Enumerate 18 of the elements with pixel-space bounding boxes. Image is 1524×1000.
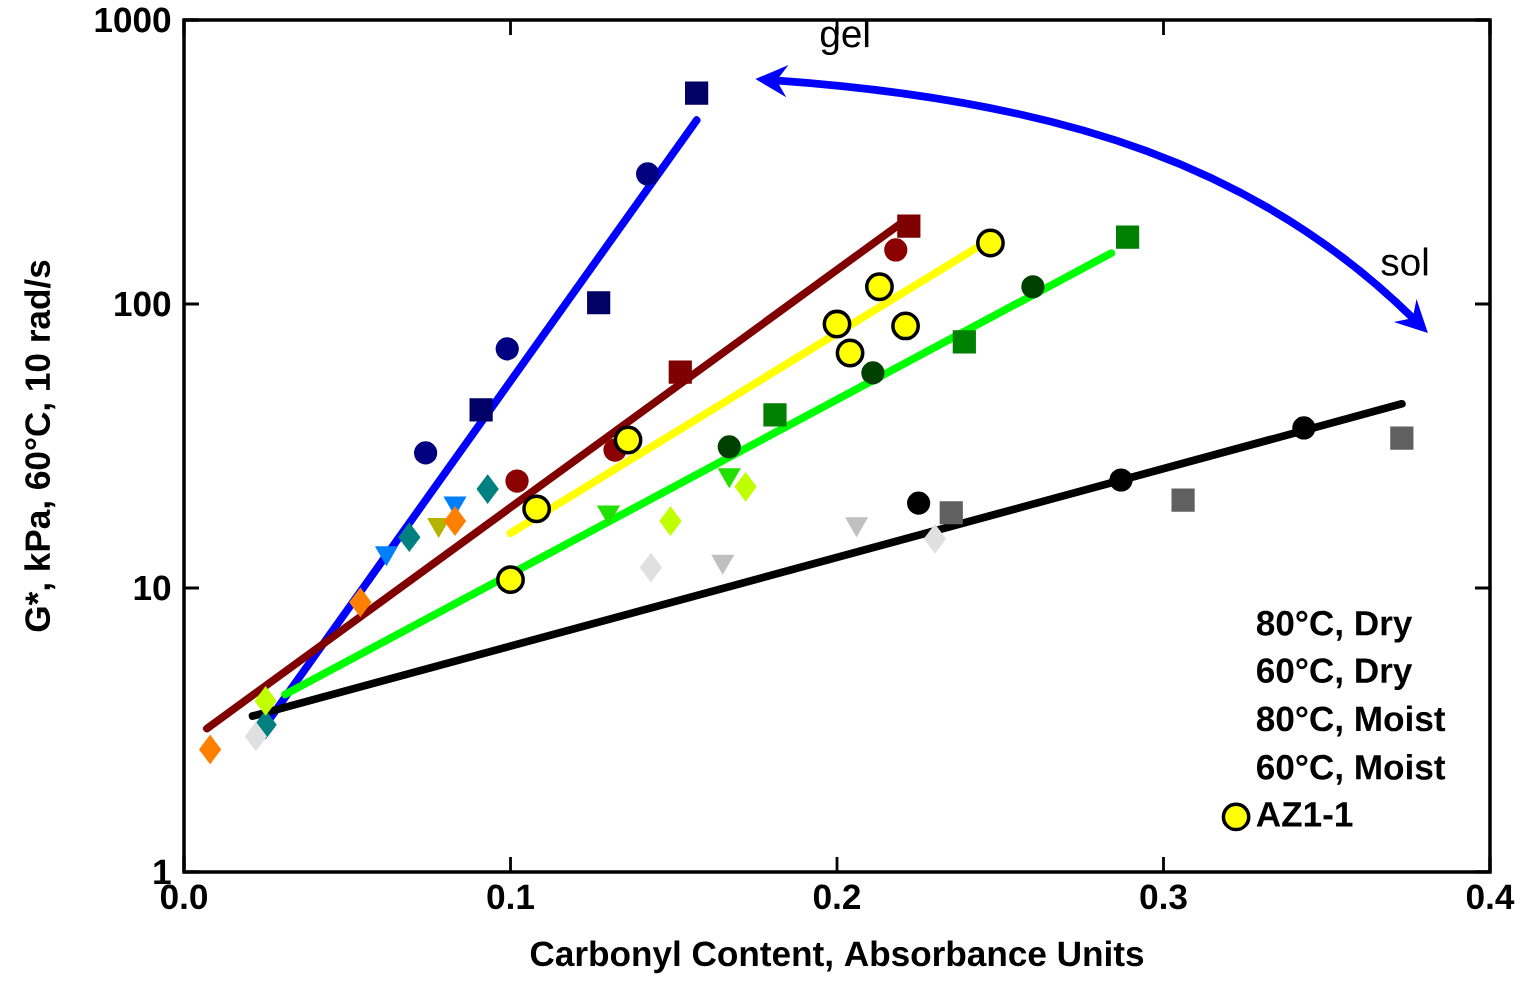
y-tick-label: 10: [134, 575, 171, 601]
annotation: 80°C, Moist: [1256, 705, 1446, 737]
x-tick-label: 0.4: [1466, 884, 1515, 910]
y-tick-label: 1000: [95, 7, 171, 33]
annotation: 60°C, Moist: [1257, 753, 1446, 785]
x-tick-label: 0.2: [813, 884, 861, 910]
annotation: sol: [1381, 247, 1428, 276]
annotation: gel: [820, 19, 869, 56]
legend-label: AZ1-1: [1256, 802, 1353, 827]
y-axis-title: G*, kPa, 60°C, 10 rad/s: [24, 260, 56, 632]
annotation: 80°C, Dry: [1256, 610, 1413, 643]
annotation: 60°C, Dry: [1257, 658, 1413, 691]
y-tick-label: 1: [154, 859, 171, 885]
x-tick-label: 0.1: [487, 884, 534, 910]
y-tick-label: 100: [115, 291, 171, 317]
x-tick-label: 0.0: [160, 884, 208, 910]
x-axis-title: Carbonyl Content, Absorbance Units: [530, 940, 1144, 974]
x-tick-label: 0.3: [1140, 884, 1187, 910]
